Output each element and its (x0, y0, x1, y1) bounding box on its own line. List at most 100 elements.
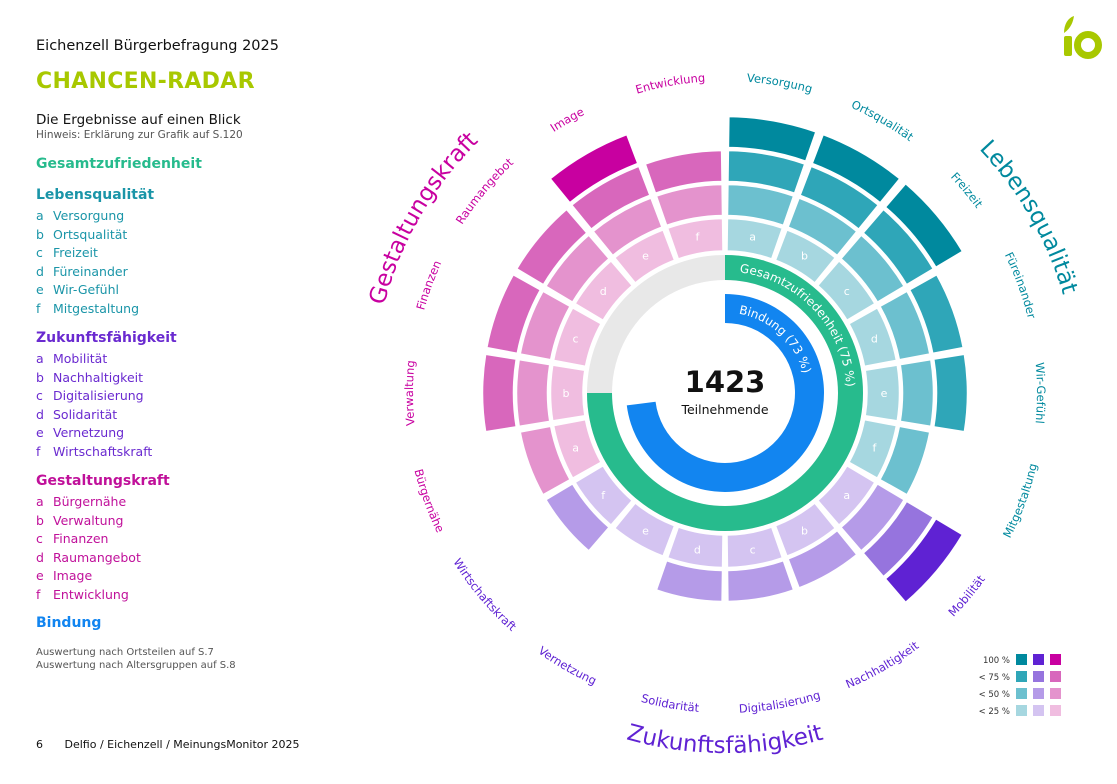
scale-label: < 25 % (979, 707, 1010, 717)
legend-bindung-heading: Bindung (36, 615, 102, 631)
scale-swatch-lebens-4 (1016, 654, 1027, 665)
scale-swatch-gestaltung-4 (1050, 654, 1061, 665)
segment-lebens-c-level-3 (862, 208, 935, 286)
segment-letter-zukunft-a: a (843, 489, 850, 502)
segment-label-zukunft-e: Vernetzung (536, 643, 599, 687)
segment-lebens-e-level-2 (899, 358, 935, 428)
center-value: 1423 (685, 365, 766, 399)
scale-swatch-lebens-3 (1016, 671, 1027, 682)
segment-label-gestaltung-f: Entwicklung (634, 71, 706, 97)
legend-gestaltung-heading: Gestaltungskraft (36, 473, 170, 489)
legend-bindung: Bindung (36, 615, 101, 635)
segment-letter-lebens-e: e (881, 387, 888, 400)
legend-item: b Ortsqualität (36, 226, 128, 242)
segment-lebens-d-level-3 (908, 273, 965, 355)
dimension-title-lebens: Lebensqualität (974, 135, 1082, 296)
segment-gestaltung-f-level-3 (644, 149, 723, 195)
bindung-ring (626, 294, 824, 492)
segment-letter-gestaltung-c: c (573, 333, 579, 346)
segment-lebens-a-level-3 (727, 149, 806, 195)
legend-item: b Nachhaltigkeit (36, 369, 144, 385)
segment-lebens-b-level-2 (787, 197, 858, 257)
legend-zukunftsfaehigkeit: Zukunftsfähigkeit a Mobilität b Nachhaltig… (36, 330, 177, 461)
segment-zukunft-f-level-1 (574, 464, 634, 527)
legend-item: b Verwaltung (36, 512, 124, 528)
page-footer: 6 Delfio / Eichenzell / MeinungsMonitor … (36, 738, 318, 751)
segment-letter-zukunft-d: d (694, 544, 701, 557)
dimension-title-zukunft: Zukunftsfähigkeit (624, 720, 825, 759)
legend-gesamt: Gesamtzufriedenheit (36, 156, 202, 176)
segment-zukunft-a-level-1 (816, 464, 876, 527)
segment-letter-gestaltung-d: d (600, 285, 607, 298)
segment-gestaltung-b-level-3 (481, 353, 518, 433)
legend-item: c Freizeit (36, 245, 98, 260)
segment-label-lebens-c: Freizeit (948, 169, 986, 210)
segment-gestaltung-b-level-1 (549, 364, 586, 422)
summary-note: Hinweis: Erklärung zur Grafik auf S.120 (36, 129, 243, 141)
segment-label-gestaltung-a: Bürgernähe (412, 467, 448, 534)
segment-gestaltung-f-level-1 (666, 217, 724, 260)
segment-lebens-d-level-1 (847, 306, 898, 368)
segment-gestaltung-d-level-2 (544, 234, 611, 304)
segment-lebens-f-level-2 (878, 425, 931, 496)
segment-lebens-e-level-3 (932, 353, 969, 433)
page-number: 6 (36, 738, 43, 751)
scale-swatch-zukunft-3 (1033, 671, 1044, 682)
segment-lebens-f-level-1 (847, 418, 898, 480)
legend-gestaltungskraft: Gestaltungskraft a Bürgernähe b Verwaltung… (36, 473, 170, 604)
legend-item: e Image (36, 568, 93, 583)
reference-altersgruppen: Auswertung nach Altersgruppen auf S.8 (36, 660, 236, 671)
segment-gestaltung-c-level-1 (552, 306, 603, 368)
segment-zukunft-a-level-2 (839, 482, 906, 552)
segment-label-gestaltung-c: Finanzen (413, 258, 444, 311)
summary-title: Die Ergebnisse auf einen Blick (36, 112, 241, 128)
legend-zukunft-heading: Zukunftsfähigkeit (36, 330, 177, 346)
scale-swatch-zukunft-4 (1033, 654, 1044, 665)
segment-gestaltung-e-level-3 (570, 165, 651, 231)
segment-zukunft-f-level-2 (544, 482, 611, 552)
segment-label-zukunft-a: Mobilität (945, 572, 988, 619)
radar-heading: CHANCEN-RADAR (36, 69, 255, 94)
segment-letter-zukunft-c: c (750, 544, 756, 557)
segment-gestaltung-f-level-2 (655, 183, 724, 227)
segment-label-gestaltung-e: Image (548, 104, 587, 134)
segment-zukunft-b-level-1 (774, 501, 837, 558)
segment-lebens-b-level-3 (799, 165, 880, 231)
scale-swatch-gestaltung-1 (1050, 705, 1061, 716)
segment-label-zukunft-d: Solidarität (640, 691, 700, 715)
legend-item: f Wirtschaftskraft (36, 443, 153, 459)
legend-item: d Füreinander (36, 263, 128, 279)
segment-letter-lebens-a: a (749, 230, 756, 243)
segment-gestaltung-d-level-3 (515, 208, 588, 286)
legend-item: a Versorgung (36, 208, 125, 223)
scale-swatch-zukunft-1 (1033, 705, 1044, 716)
segment-lebens-b-level-4 (811, 133, 901, 204)
segment-label-zukunft-f: Wirtschaftskraft (450, 556, 519, 634)
scale-label: < 50 % (979, 690, 1010, 700)
segment-gestaltung-c-level-3 (485, 273, 542, 355)
segment-letter-zukunft-f: f (601, 489, 606, 502)
segment-letter-gestaltung-f: f (695, 230, 700, 243)
legend-item: e Wir-Gefühl (36, 282, 119, 297)
segment-letter-gestaltung-e: e (642, 249, 649, 262)
segment-zukunft-a-level-3 (862, 500, 935, 578)
scale-swatch-lebens-1 (1016, 705, 1027, 716)
segment-lebens-d-level-2 (878, 290, 931, 361)
segment-gestaltung-e-level-4 (549, 133, 639, 204)
segment-zukunft-e-level-1 (613, 501, 676, 558)
legend-item: a Bürgernähe (36, 494, 127, 509)
segment-lebens-a-level-4 (727, 115, 817, 163)
legend-item: d Solidarität (36, 406, 118, 422)
segment-lebens-c-level-1 (816, 259, 876, 322)
legend-item: c Finanzen (36, 531, 109, 546)
scale-label: 100 % (983, 656, 1010, 666)
segment-lebens-e-level-1 (864, 364, 901, 422)
segment-letter-lebens-d: d (871, 333, 878, 346)
segment-lebens-a-level-2 (726, 183, 795, 227)
segment-gestaltung-c-level-2 (519, 290, 572, 361)
report-title: Eichenzell Bürgerbefragung 2025 (36, 38, 279, 54)
segment-zukunft-d-level-1 (666, 526, 724, 569)
segment-label-gestaltung-b: Verwaltung (402, 360, 418, 427)
legend-item: f Mitgestaltung (36, 300, 140, 316)
